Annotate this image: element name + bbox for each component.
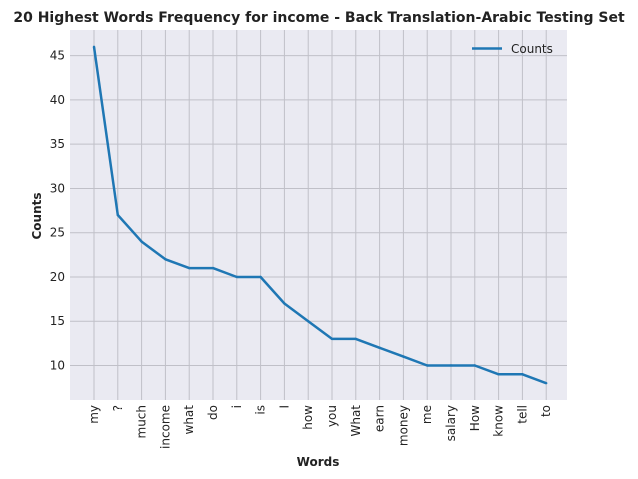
data-point (188, 266, 191, 270)
x-tick-label: do (206, 405, 220, 420)
legend: Counts (472, 42, 553, 56)
grid-lines (70, 30, 567, 400)
data-point (164, 258, 167, 261)
y-tick-label: 35 (50, 137, 65, 151)
series-line-counts (92, 46, 547, 385)
legend-label: Counts (511, 42, 553, 56)
x-tick-label: what (182, 405, 196, 435)
data-point (92, 45, 96, 49)
x-tick-label: my (87, 405, 101, 424)
x-tick-label: you (325, 405, 339, 427)
data-point (378, 346, 381, 349)
x-tick-label: know (492, 405, 506, 437)
x-tick-label: is (254, 405, 268, 415)
data-point (330, 337, 334, 341)
y-axis-label: Counts (30, 192, 44, 239)
x-tick-label: What (349, 405, 363, 437)
data-point (497, 373, 500, 376)
x-tick-label: earn (373, 405, 387, 432)
x-tick-label: me (420, 405, 434, 424)
y-tick-label: 30 (50, 181, 65, 195)
x-axis-label: Words (297, 455, 340, 469)
x-tick-label: how (301, 405, 315, 430)
x-tick-label: i (230, 405, 244, 408)
y-tick-labels: 10 15 20 25 30 35 40 45 (50, 49, 65, 373)
data-point (116, 213, 120, 217)
chart-title: 20 Highest Words Frequency for income - … (13, 10, 625, 26)
x-tick-label: salary (444, 405, 458, 441)
data-point (426, 364, 429, 367)
data-point (235, 275, 238, 279)
data-point (473, 364, 476, 367)
data-point (521, 373, 524, 376)
x-tick-label: much (135, 405, 149, 439)
data-point (140, 240, 143, 243)
x-tick-label: I (277, 405, 291, 409)
x-tick-label: How (468, 405, 482, 431)
x-tick-label: money (396, 405, 410, 446)
data-point (545, 381, 548, 385)
x-tick-label: tell (515, 405, 529, 424)
y-tick-label: 15 (50, 314, 65, 328)
x-tick-label: income (158, 405, 172, 449)
x-tick-label: to (539, 405, 553, 417)
series-layer (92, 45, 548, 385)
y-tick-label: 45 (50, 49, 65, 63)
y-tick-label: 40 (50, 93, 65, 107)
data-point (307, 320, 310, 323)
data-point (354, 337, 357, 341)
y-tick-label: 25 (50, 226, 65, 240)
x-tick-label: ? (111, 405, 125, 411)
y-tick-label: 20 (50, 270, 65, 284)
plot-area (70, 30, 567, 400)
data-point (449, 364, 453, 367)
data-point (259, 275, 262, 279)
data-point (402, 355, 405, 358)
data-point (283, 302, 286, 305)
data-point (211, 266, 215, 270)
y-tick-label: 10 (50, 358, 65, 372)
